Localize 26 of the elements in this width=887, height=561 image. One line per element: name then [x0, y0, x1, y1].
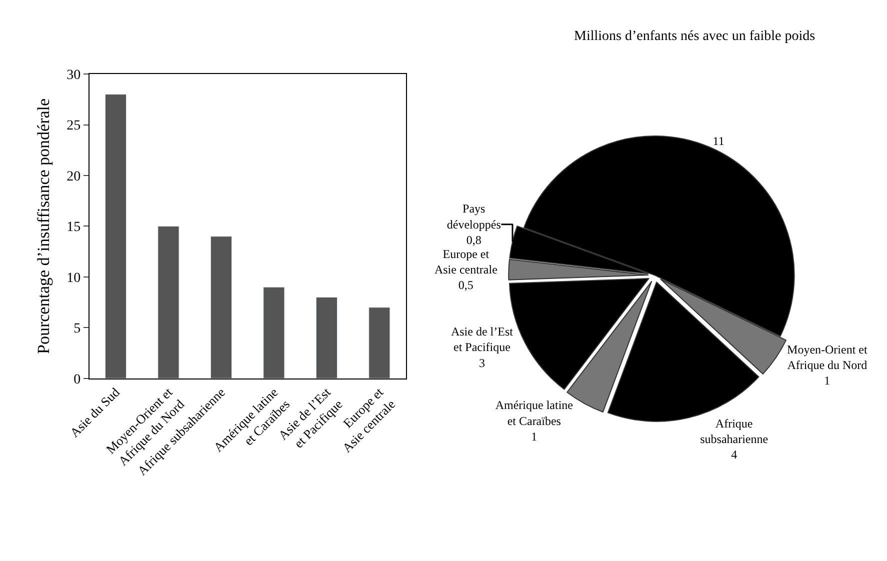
y-tick-label: 20 [66, 169, 81, 184]
data-label: 0,8 [466, 232, 482, 247]
data-label: 11 [712, 134, 724, 148]
bar [158, 226, 180, 378]
data-label: 0,5 [458, 278, 474, 292]
data-label: 3 [478, 356, 485, 370]
y-tick-label: 10 [66, 270, 81, 286]
slice-label: Asie de l’Est et Pacifique [450, 324, 514, 354]
y-tick-label: 15 [66, 220, 81, 236]
data-label: 1 [824, 374, 830, 388]
data-label: 4 [731, 448, 738, 462]
bar [368, 307, 390, 378]
slice-label: Moyen-Orient et Afrique du Nord [787, 342, 868, 372]
y-tick-label: 0 [74, 372, 81, 388]
bar [263, 286, 285, 378]
data-label: 1 [531, 429, 538, 444]
y-tick-label: 25 [66, 118, 81, 134]
chart-title: Millions d’enfants nés avec un faible poids [574, 29, 816, 44]
y-tick-label: 30 [66, 68, 81, 83]
bar [316, 297, 338, 378]
y-axis-title: Pourcentage d’insuffisance pondérale [34, 98, 54, 354]
slice-label: Europe et Asie centrale [434, 246, 498, 277]
bar [210, 236, 232, 378]
slice-label: Pays développés [446, 202, 502, 232]
bar [104, 94, 127, 378]
y-tick-label: 5 [74, 322, 81, 337]
